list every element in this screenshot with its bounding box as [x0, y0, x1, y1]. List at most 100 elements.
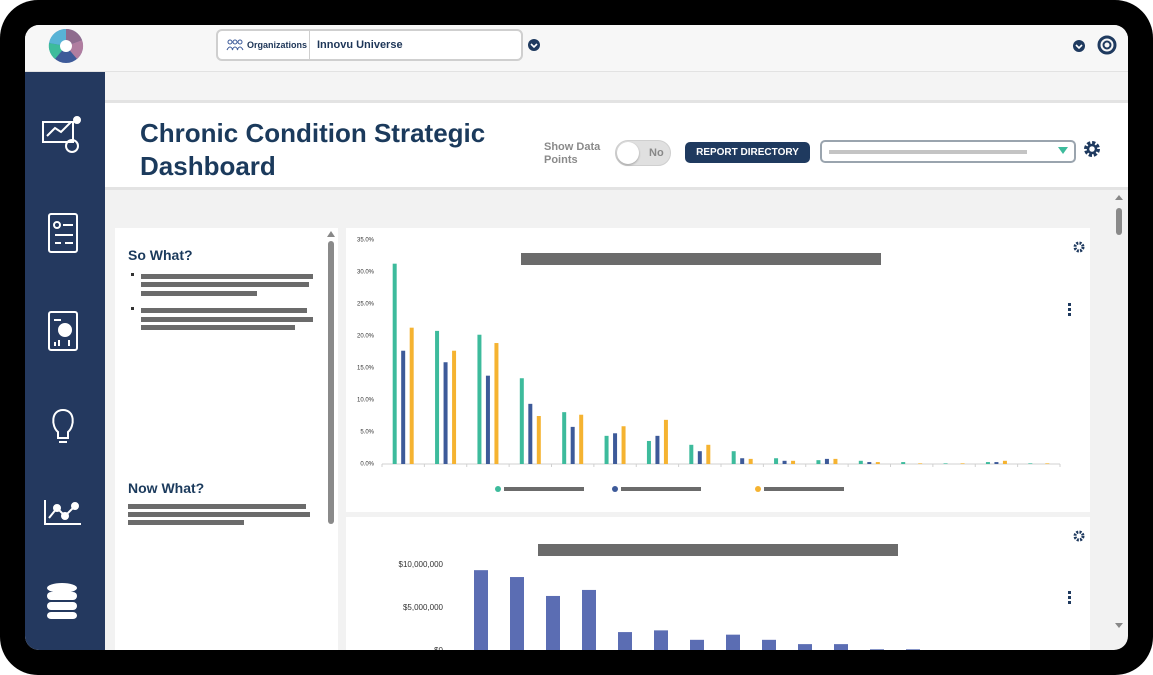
top-bar: Organizations Innovu Universe [25, 25, 1128, 72]
bar [762, 639, 776, 650]
organization-selector[interactable]: Organizations Innovu Universe [216, 29, 523, 61]
bar [655, 435, 660, 464]
text-placeholder [128, 504, 306, 509]
bar [452, 350, 457, 464]
report-directory-button[interactable]: REPORT DIRECTORY [685, 142, 810, 163]
settings-icon[interactable] [1083, 140, 1101, 158]
org-label: Organizations [247, 40, 308, 50]
bar [731, 451, 736, 464]
toggle-state: No [649, 147, 664, 159]
sidebar [25, 72, 105, 650]
bar [985, 462, 990, 464]
bar [875, 462, 880, 464]
sidebar-icons [42, 116, 81, 619]
people-icon [226, 39, 244, 51]
bar [401, 350, 406, 464]
bar [697, 451, 702, 464]
user-dropdown[interactable] [1072, 39, 1086, 53]
bar [816, 460, 821, 464]
notes-scrollbar[interactable] [328, 241, 334, 524]
org-dropdown[interactable] [527, 38, 541, 52]
show-points-toggle[interactable]: No [615, 140, 671, 166]
breadcrumb-strip [105, 72, 1128, 103]
bar [392, 263, 397, 464]
bar [740, 458, 745, 464]
chart: $0 $5,000,000 $10,000,000 [399, 530, 1085, 650]
bar [906, 649, 920, 650]
database-icon[interactable] [47, 583, 77, 619]
bar [901, 462, 906, 464]
bar [519, 378, 524, 464]
y-tick-label: $0 [434, 646, 443, 650]
text-placeholder [141, 317, 313, 322]
legend-placeholder [764, 487, 844, 491]
bar [782, 460, 787, 464]
text-placeholder [141, 308, 307, 313]
bar [858, 460, 863, 464]
bar [582, 589, 596, 650]
show-points-label: Show Data Points [544, 141, 601, 166]
y-tick-label: 5.0% [360, 430, 374, 436]
chart-title-placeholder [521, 253, 881, 265]
legend-swatch [495, 486, 501, 492]
text-placeholder [141, 325, 295, 330]
bar [960, 463, 965, 464]
bar [918, 463, 923, 464]
scroll-up[interactable] [327, 231, 335, 237]
bar [654, 630, 668, 650]
bar [546, 595, 560, 650]
chart-settings[interactable] [1073, 241, 1085, 253]
bar [994, 462, 999, 464]
bar [494, 343, 499, 464]
chart-menu[interactable] [1068, 591, 1071, 604]
text-placeholder [141, 282, 309, 287]
bar [579, 414, 584, 464]
y-tick-label: $5,000,000 [403, 603, 444, 612]
bullet [131, 307, 134, 310]
legend-swatch [612, 486, 618, 492]
text-placeholder [128, 512, 310, 517]
network-icon[interactable] [44, 500, 81, 525]
report-select[interactable] [820, 140, 1076, 163]
screen: Organizations Innovu Universe Chronic Co… [25, 25, 1128, 650]
select-placeholder [829, 150, 1027, 154]
page-scrollbar[interactable] [1113, 193, 1125, 633]
bar [1002, 460, 1007, 464]
y-tick-label: 10.0% [357, 398, 375, 404]
org-value: Innovu Universe [317, 39, 403, 51]
y-tick-label: 35.0% [357, 238, 375, 244]
bar [798, 644, 812, 650]
help-icon[interactable] [1097, 35, 1117, 55]
chart-menu[interactable] [1068, 303, 1071, 316]
chart-title-placeholder [538, 544, 898, 556]
bar [867, 462, 872, 464]
bullet [131, 273, 134, 276]
bar [474, 570, 488, 650]
insight-icon[interactable] [52, 408, 74, 443]
bar [536, 416, 541, 464]
bar [706, 444, 711, 464]
divider [309, 31, 310, 59]
bar [646, 440, 651, 464]
bar [726, 634, 740, 650]
bar [510, 577, 524, 650]
bar [435, 330, 440, 464]
y-tick-label: $10,000,000 [399, 560, 444, 569]
finance-icon[interactable] [48, 311, 78, 351]
bar [833, 458, 838, 464]
logo[interactable] [47, 27, 85, 65]
y-tick-label: 30.0% [357, 270, 375, 276]
so-what-heading: So What? [128, 247, 193, 263]
text-placeholder [141, 291, 257, 296]
chart-panel: 0.0% 5.0% 10.0% 15.0% 20.0% 25.0% 30.0% 35.0% [346, 228, 1090, 512]
page-title: Chronic Condition Strategic Dashboard [140, 118, 486, 181]
chart-settings[interactable] [1073, 530, 1085, 542]
bar [834, 644, 848, 650]
analytics-icon[interactable] [42, 116, 81, 153]
bar [570, 426, 575, 464]
bar [409, 327, 414, 464]
y-tick-label: 25.0% [357, 302, 375, 308]
report-icon[interactable] [48, 213, 78, 253]
bar [485, 375, 490, 464]
